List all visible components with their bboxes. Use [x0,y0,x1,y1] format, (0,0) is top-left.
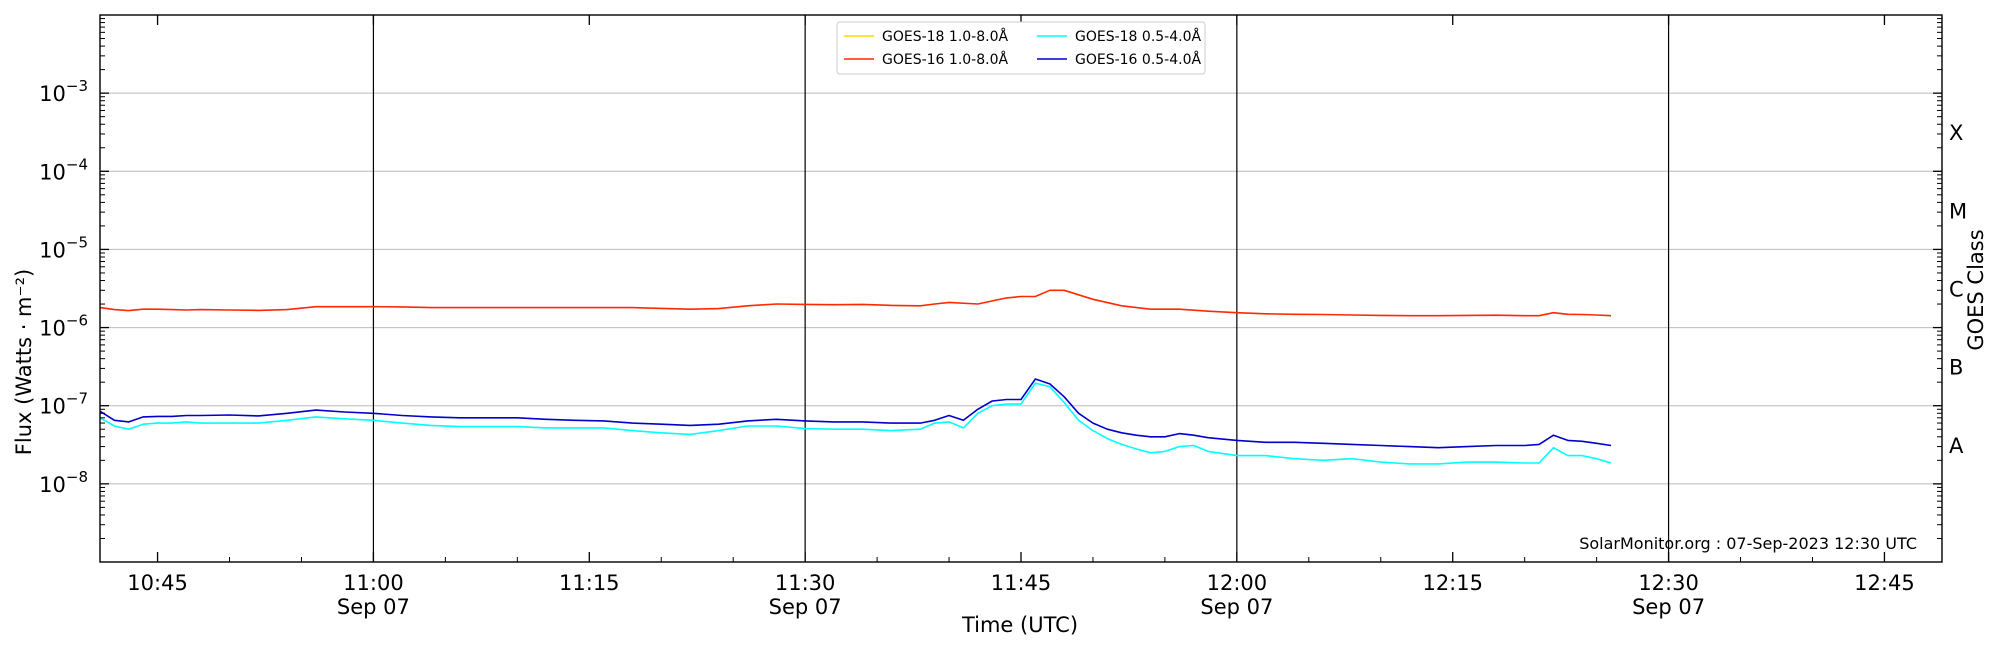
x-tick-sublabel-5: Sep 07 [1200,595,1273,619]
grid-layer [100,92,1942,485]
x-tick-label-5: 12:00 [1207,571,1268,595]
x-tick-label-8: 12:45 [1854,571,1915,595]
series-layer [99,289,1612,465]
y-tick-label-1: 10−7 [39,390,88,419]
series-line-3 [99,378,1612,449]
x-tick-label-4: 11:45 [991,571,1052,595]
y-tick-label-3: 10−5 [39,233,88,262]
goes-class-M: M [1949,199,1967,223]
goes-class-A: A [1949,434,1964,458]
x-tick-label-1: 11:00 [343,571,404,595]
x-tick-sublabel-1: Sep 07 [337,595,410,619]
right-axis-title: GOES Class [1964,229,1988,350]
x-tick-sublabel-3: Sep 07 [769,595,842,619]
series-line-2 [99,382,1612,465]
legend-label-1: GOES-16 1.0-8.0Å [882,51,1008,68]
legend-label-2: GOES-18 0.5-4.0Å [1075,28,1201,45]
x-tick-label-0: 10:45 [127,571,188,595]
vertical-day-lines [372,15,1670,562]
x-tick-label-3: 11:30 [775,571,836,595]
legend-label-3: GOES-16 0.5-4.0Å [1075,51,1201,68]
x-axis-title: Time (UTC) [961,613,1078,637]
watermark-text: SolarMonitor.org : 07-Sep-2023 12:30 UTC [1579,534,1917,553]
x-tick-sublabel-7: Sep 07 [1632,595,1705,619]
plot-frame [99,14,1943,563]
x-tick-label-2: 11:15 [559,571,620,595]
legend-box [836,21,1206,75]
goes-class-B: B [1949,356,1963,380]
goes-class-labels: A B C M X [1949,121,1967,458]
y-tick-label-4: 10−4 [39,155,88,184]
goes-class-X: X [1949,121,1963,145]
x-tick-label-7: 12:30 [1638,571,1699,595]
goes-class-C: C [1949,278,1964,302]
legend-label-0: GOES-18 1.0-8.0Å [882,28,1008,45]
series-line-1 [99,289,1612,317]
y-tick-label-5: 10−3 [39,77,88,106]
y-tick-label-0: 10−8 [39,468,88,497]
x-tick-label-6: 12:15 [1422,571,1483,595]
y-tick-label-2: 10−6 [39,312,88,341]
legend: GOES-18 1.0-8.0Å GOES-16 1.0-8.0Å GOES-18 … [836,21,1206,75]
y-axis-title: Flux (Watts · m⁻²) [12,269,36,455]
y-axis-ticks: 10−8 10−7 10−6 10−5 10−4 10−3 [39,18,1942,539]
